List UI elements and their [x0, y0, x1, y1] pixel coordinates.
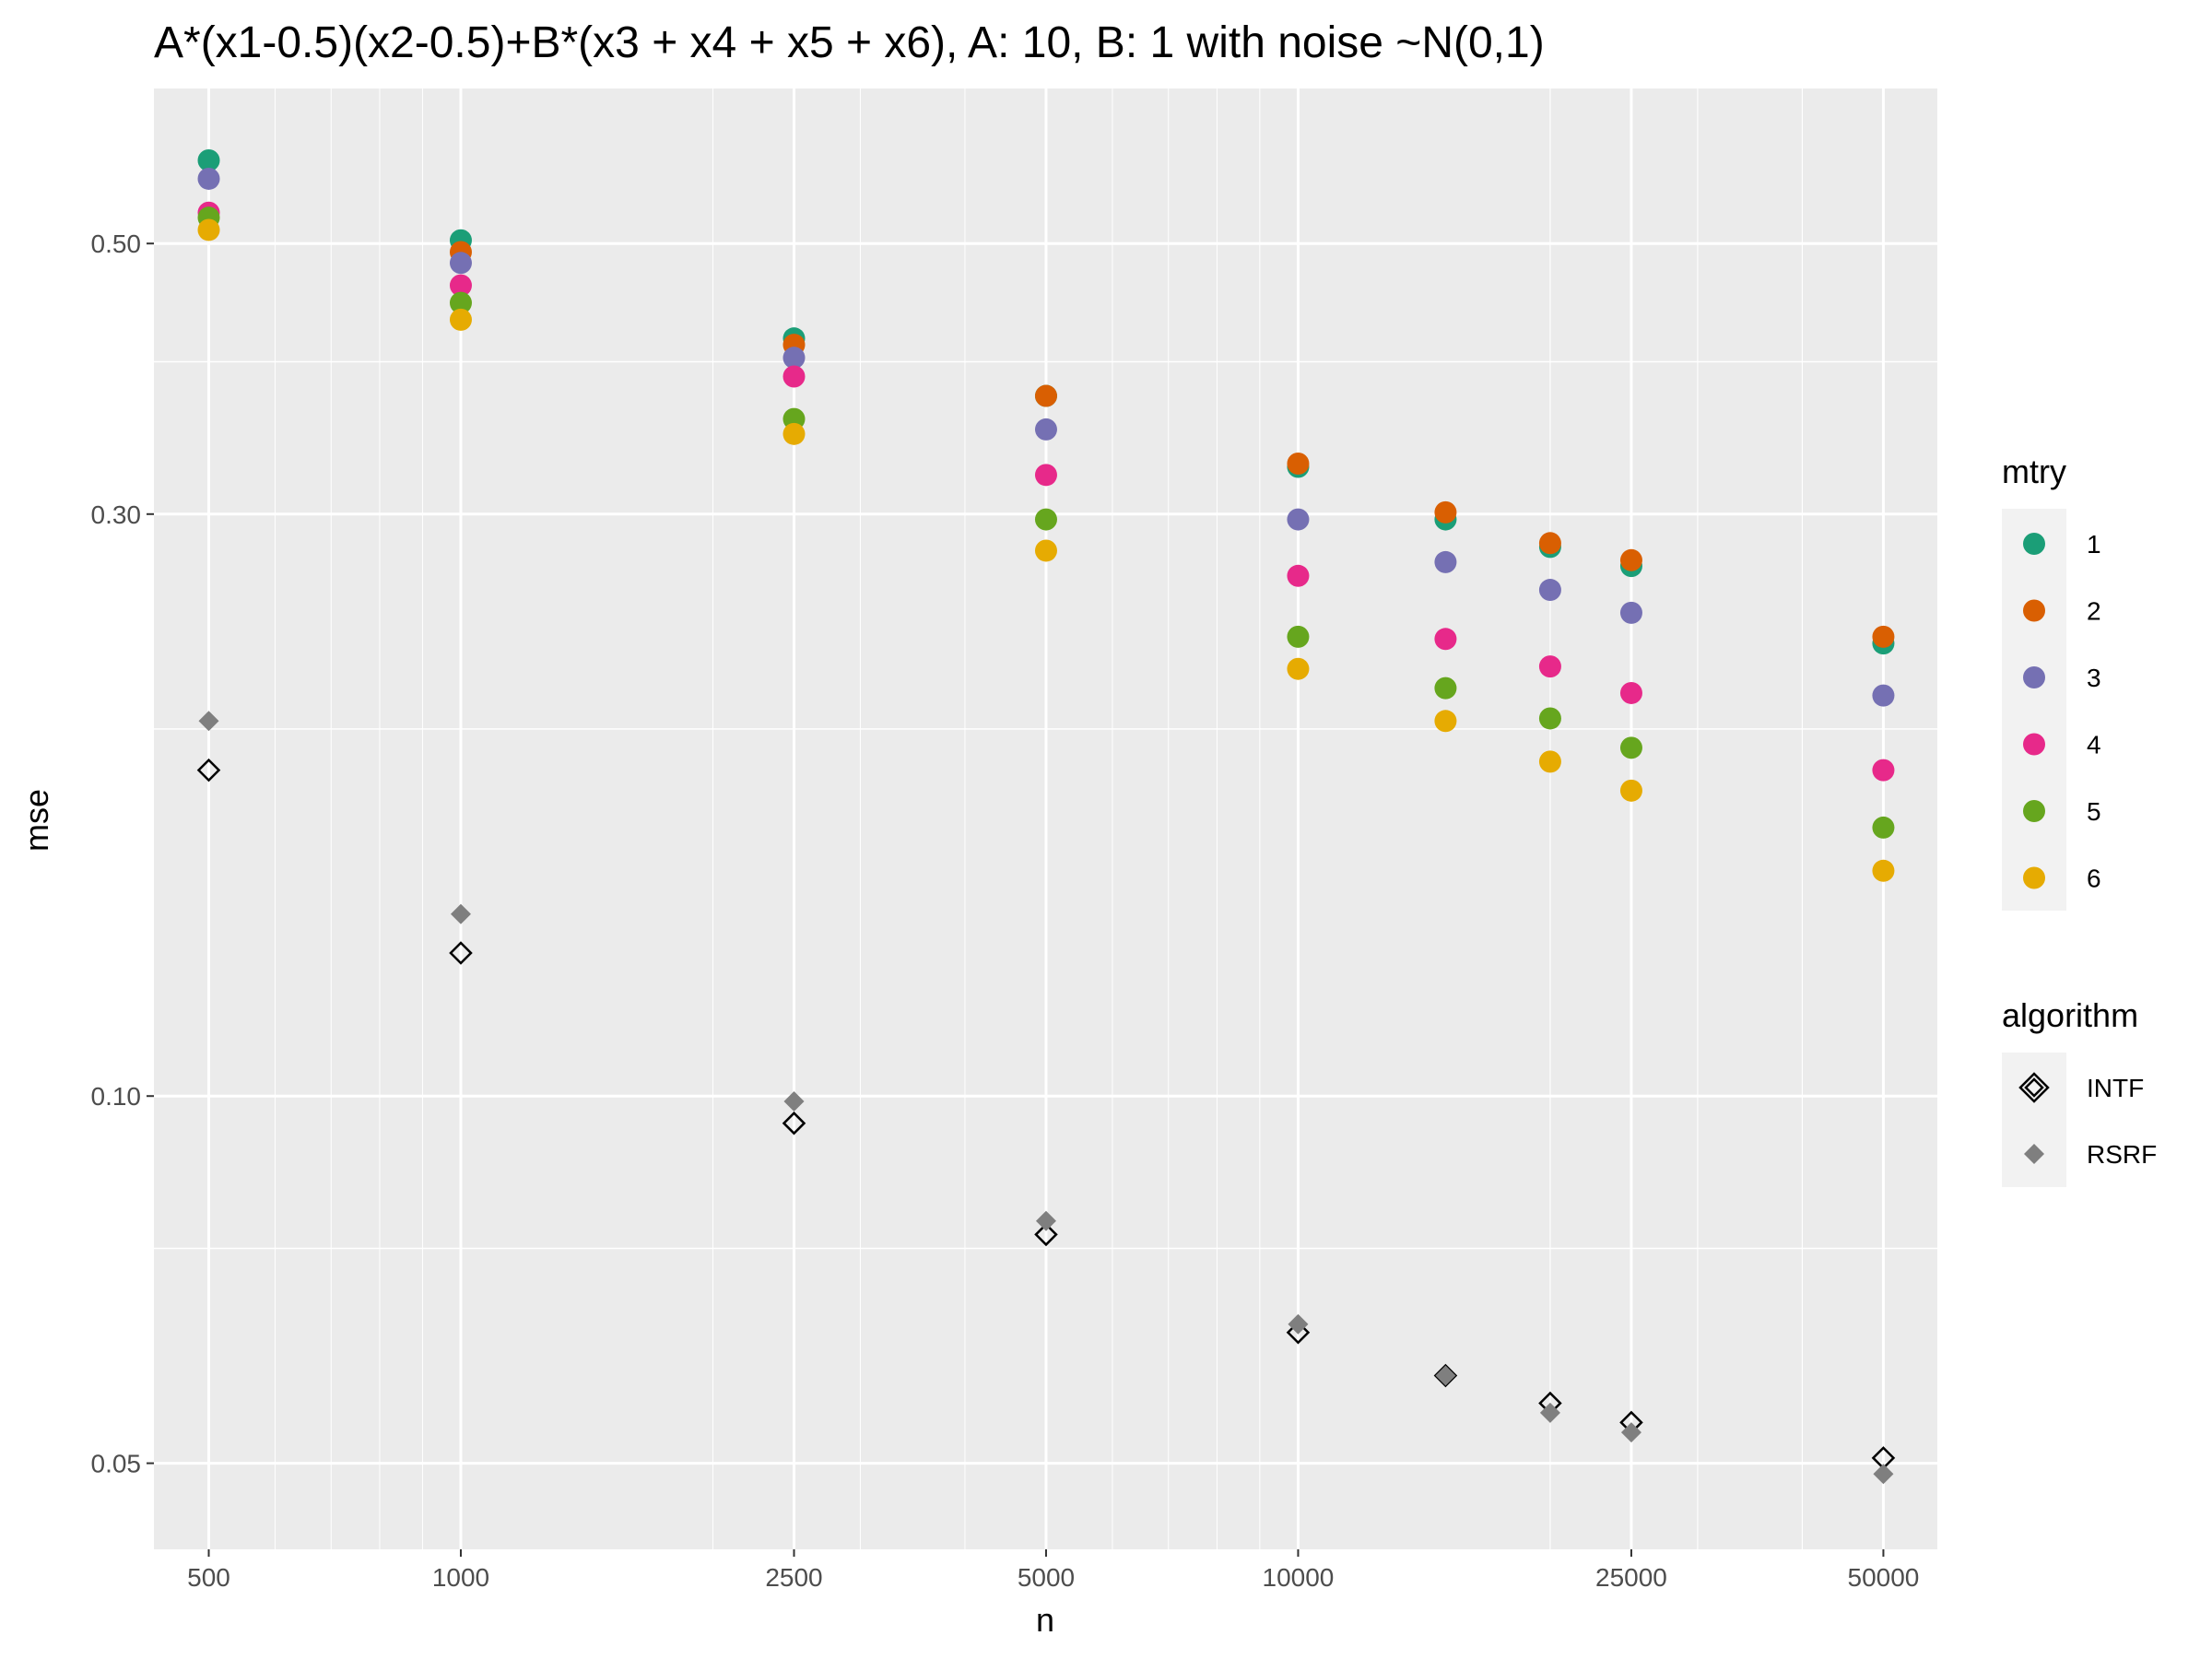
legend-algorithm: algorithm INTF RSRF — [2002, 996, 2157, 1187]
mtry-3-point — [449, 252, 472, 275]
chart-title: A*(x1-0.5)(x2-0.5)+B*(x3 + x4 + x5 + x6)… — [154, 18, 1545, 67]
legend-mtry-key-5 — [2023, 800, 2045, 822]
y-tick-label: 0.50 — [91, 229, 142, 258]
mtry-1-point — [197, 148, 220, 171]
mtry-2-point — [1538, 532, 1561, 555]
intf-point — [782, 1111, 806, 1135]
legend-mtry: mtry 1 2 3 4 5 6 — [2002, 453, 2101, 911]
x-tick-label: 25000 — [1595, 1563, 1667, 1592]
mtry-3-point — [1538, 579, 1561, 602]
mtry-5-point — [1287, 625, 1310, 648]
legend-mtry-key-3 — [2023, 666, 2045, 688]
mtry-4-point — [782, 365, 806, 388]
rsrf-point — [1288, 1313, 1309, 1335]
mtry-2-point — [1872, 625, 1895, 648]
mtry-5-point — [1619, 736, 1642, 759]
legend-mtry-title: mtry — [2002, 453, 2066, 490]
mtry-4-point — [1434, 628, 1457, 651]
x-tick-label: 1000 — [432, 1563, 489, 1592]
mtry-4-point — [1538, 655, 1561, 678]
mtry-4-point — [1287, 564, 1310, 587]
rsrf-point — [450, 903, 471, 924]
y-tick-label: 0.30 — [91, 500, 142, 529]
y-tick-label: 0.05 — [91, 1450, 142, 1478]
mtry-3-point — [1872, 684, 1895, 707]
x-tick-label: 10000 — [1263, 1563, 1335, 1592]
legend-intf-key — [2018, 1072, 2050, 1103]
legend-mtry-key-6 — [2023, 866, 2045, 889]
legend-mtry-label: 2 — [2087, 597, 2101, 626]
mtry-3-point — [197, 167, 220, 190]
mtry-5-point — [1034, 508, 1057, 531]
legend-mtry-label: 6 — [2087, 865, 2101, 893]
legend-mtry-key-2 — [2023, 599, 2045, 622]
mtry-5-point — [1434, 677, 1457, 700]
intf-point — [196, 758, 221, 782]
mtry-4-point — [449, 274, 472, 297]
intf-point — [1034, 1222, 1058, 1247]
intf-point — [1286, 1320, 1311, 1345]
rsrf-point — [1873, 1464, 1894, 1485]
x-axis-ticks: 500 1000 2500 5000 10000 25000 50000 — [187, 1549, 1919, 1592]
legend-mtry-label: 3 — [2087, 664, 2101, 692]
rsrf-point — [1539, 1402, 1560, 1423]
x-axis-title: n — [1036, 1601, 1054, 1639]
mtry-4-point — [1619, 681, 1642, 704]
grid-lines — [154, 88, 1937, 1549]
mtry-6-point — [449, 308, 472, 331]
x-tick-label: 500 — [187, 1563, 230, 1592]
legend-mtry-label: 1 — [2087, 530, 2101, 559]
mtry-5-point — [1872, 816, 1895, 839]
mtry-6-point — [1434, 710, 1457, 733]
mtry-2-point — [1287, 453, 1310, 476]
mtry-2-point — [1619, 548, 1642, 571]
x-tick-label: 5000 — [1018, 1563, 1075, 1592]
legend-algorithm-label: RSRF — [2087, 1140, 2157, 1169]
legend-algorithm-title: algorithm — [2002, 996, 2138, 1034]
legend-intf-key-inner — [2024, 1077, 2044, 1098]
mtry-3-point — [1287, 508, 1310, 531]
mtry-6-point — [197, 218, 220, 241]
mtry-6-point — [1872, 859, 1895, 882]
legend-mtry-label: 5 — [2087, 797, 2101, 826]
mtry-6-point — [1619, 779, 1642, 802]
x-tick-label: 2500 — [765, 1563, 822, 1592]
rsrf-point — [783, 1090, 805, 1112]
mtry-3-point — [1619, 601, 1642, 624]
mtry-4-point — [1034, 464, 1057, 487]
mtry-3-point — [1434, 550, 1457, 573]
intf-point — [449, 941, 473, 965]
mtry-3-point — [1034, 418, 1057, 441]
mtry-2-point — [1434, 500, 1457, 524]
data-points — [196, 148, 1896, 1485]
legend-mtry-key-bg — [2002, 509, 2066, 911]
rsrf-point — [1620, 1422, 1641, 1443]
y-axis-ticks: 0.05 0.10 0.30 0.50 — [91, 229, 154, 1478]
rsrf-point — [1435, 1365, 1456, 1386]
mtry-5-point — [449, 291, 472, 314]
rsrf-point — [1035, 1210, 1056, 1231]
legend-algorithm-label: INTF — [2087, 1074, 2144, 1102]
mtry-4-point — [1872, 759, 1895, 782]
y-axis-title: mse — [18, 789, 55, 852]
y-tick-label: 0.10 — [91, 1082, 142, 1111]
x-tick-label: 50000 — [1848, 1563, 1920, 1592]
legend-mtry-key-1 — [2023, 533, 2045, 555]
rsrf-point — [198, 711, 219, 732]
mtry-5-point — [1538, 707, 1561, 730]
legend-mtry-label: 4 — [2087, 731, 2101, 759]
mtry-6-point — [1034, 539, 1057, 562]
mtry-2-point — [1034, 384, 1057, 407]
mtry-6-point — [782, 422, 806, 445]
mtry-6-point — [1287, 657, 1310, 680]
legend-rsrf-key — [2024, 1144, 2044, 1164]
legend-mtry-key-4 — [2023, 733, 2045, 756]
mtry-3-point — [782, 347, 806, 370]
mtry-6-point — [1538, 750, 1561, 773]
